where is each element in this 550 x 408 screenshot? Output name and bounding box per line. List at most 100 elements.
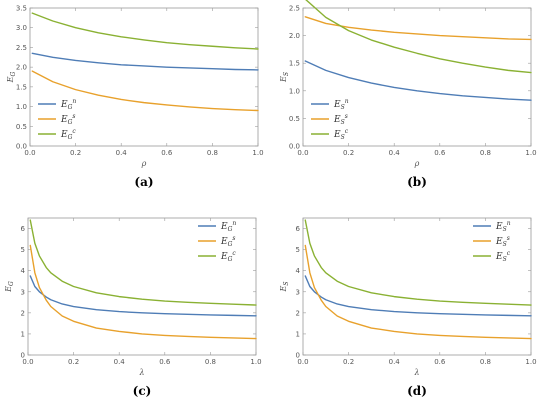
y-axis-label: ES [279,72,290,83]
panel-caption: (a) [134,175,153,189]
y-tick-label: 1 [21,330,25,338]
x-tick-label: 0.6 [434,149,446,157]
legend-label-s: EGs [220,235,235,248]
y-tick-label: 2.0 [289,32,300,40]
legend: EGn EGs EGc [198,220,236,263]
legend-label-c: EGc [60,128,76,141]
x-tick-label: 0.2 [343,358,354,366]
plot-frame [27,217,257,356]
y-axis-label: EG [6,71,17,83]
x-tick-label: 1.0 [525,149,536,157]
y-tick-label: 0 [21,352,25,360]
x-tick-label: 0.4 [389,358,401,366]
panel-caption: (c) [133,384,152,398]
legend-label-n: ESn [495,220,511,233]
y-tick-label: 1.0 [16,103,27,111]
x-tick-label: 1.0 [250,358,261,366]
chart-panel-d: 0.0 0.2 0.4 0.6 0.8 1.0 0 1 2 3 4 5 6 λ ES ESn ESs ESc (d) [279,217,537,398]
legend-label-s: EGs [60,113,75,126]
legend-label-n: ESn [333,98,349,111]
chart-panel-b: 0.0 0.2 0.4 0.6 0.8 1.0 0.0 0.5 1.0 1.5 2.0 2.5 ρ ES E… [279,0,537,189]
y-tick-label: 1.5 [289,60,300,68]
series-line-n [304,60,532,101]
series-line-s [304,244,532,340]
series-line-n [29,275,257,317]
x-tick-label: 0.0 [24,149,35,157]
panel-caption: (d) [407,384,427,398]
y-tick-label: 2.0 [16,64,27,72]
y-axis-label: ES [279,282,290,293]
y-tick-label: 2 [296,309,300,317]
legend: ESn ESs ESc [311,98,349,141]
y-tick-label: 2.5 [16,44,27,52]
legend: ESn ESs ESc [473,220,511,263]
x-tick-label: 0.8 [480,358,491,366]
series-line-c [31,12,259,50]
series-line-c [305,0,532,74]
legend-label-n: EGn [220,220,236,233]
x-axis-label: ρ [141,159,147,168]
chart-panel-c: 0.0 0.2 0.4 0.6 0.8 1.0 0 1 2 3 4 5 6 λ EG EGn EGs EGc (c) [4,217,262,398]
legend-label-c: EGc [220,250,236,263]
panel-caption: (b) [407,175,427,189]
chart-panel-a: 0.0 0.2 0.4 0.6 0.8 1.0 0.0 0.5 1.0 1.5 2.0 2.5 3.0 3… [6,5,264,190]
x-tick-label: 0.4 [114,358,126,366]
x-axis-label: λ [138,368,144,377]
x-tick-label: 0.0 [297,358,308,366]
y-tick-label: 1.5 [16,83,27,91]
plot-frame [302,7,532,147]
series-line-s [31,70,259,112]
y-tick-label: 0.5 [289,115,300,123]
y-tick-label: 3 [21,288,25,296]
series-line-s [29,244,257,340]
plot-frame [29,7,259,147]
y-tick-label: 3.0 [16,24,27,32]
x-tick-label: 1.0 [525,358,536,366]
y-axis-label-text: ES [279,282,290,293]
y-tick-label: 0.5 [16,123,27,131]
y-tick-label: 5 [21,246,25,254]
x-tick-label: 0.4 [389,149,401,157]
x-axis-label: ρ [414,159,420,168]
x-tick-label: 0.0 [297,149,308,157]
series-line-c [304,219,532,306]
x-tick-label: 0.2 [68,358,79,366]
y-tick-label: 0.0 [16,143,27,151]
y-tick-label: 6 [296,225,301,233]
y-tick-label: 1 [296,330,300,338]
x-tick-label: 0.8 [205,358,216,366]
x-tick-label: 0.0 [22,358,33,366]
legend-label-s: ESs [333,113,348,126]
y-axis-label: EG [4,281,15,293]
y-axis-label-text: EG [4,281,15,293]
y-tick-label: 1.0 [289,87,300,95]
y-tick-label: 6 [21,225,26,233]
legend-label-c: ESc [495,250,511,263]
x-tick-label: 0.4 [116,149,128,157]
x-tick-label: 0.6 [161,149,173,157]
y-tick-label: 0.0 [289,143,300,151]
x-tick-label: 0.6 [159,358,171,366]
y-tick-label: 2.5 [289,5,300,13]
x-tick-label: 0.8 [207,149,218,157]
series-line-c [29,219,257,306]
y-tick-label: 5 [296,246,300,254]
y-axis-label-text: ES [279,72,290,83]
x-tick-label: 1.0 [252,149,263,157]
series-line-s [304,16,532,41]
y-tick-label: 3.5 [16,5,27,13]
y-axis-label-text: EG [6,71,17,83]
y-tick-label: 0 [296,352,300,360]
x-axis-label: λ [413,368,419,377]
x-tick-label: 0.2 [343,149,354,157]
y-tick-label: 4 [21,267,26,275]
legend: EGn EGs EGc [38,98,76,141]
y-tick-label: 2 [21,309,25,317]
y-tick-label: 4 [296,267,301,275]
y-tick-label: 3 [296,288,300,296]
x-tick-label: 0.2 [70,149,81,157]
series-line-n [31,52,259,71]
series-line-n [304,275,532,317]
legend-label-n: EGn [60,98,76,111]
